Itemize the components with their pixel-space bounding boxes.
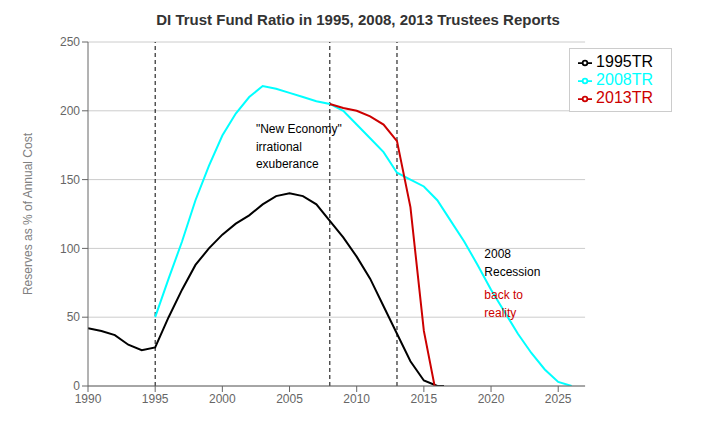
svg-text:back to: back to <box>484 288 523 302</box>
svg-text:2005: 2005 <box>276 392 303 406</box>
svg-text:exuberance: exuberance <box>256 157 319 171</box>
svg-text:2025: 2025 <box>545 392 572 406</box>
svg-text:Reserves as % of Annual Cost: Reserves as % of Annual Cost <box>21 132 35 295</box>
svg-text:1990: 1990 <box>75 392 102 406</box>
svg-text:2010: 2010 <box>343 392 370 406</box>
svg-text:Recession: Recession <box>484 265 540 279</box>
svg-text:2000: 2000 <box>209 392 236 406</box>
svg-text:1995: 1995 <box>142 392 169 406</box>
svg-text:2015: 2015 <box>411 392 438 406</box>
svg-text:0: 0 <box>73 379 80 393</box>
html-text:1995TR: 1995TR <box>596 53 653 70</box>
svg-text:250: 250 <box>60 35 80 49</box>
html-text:2013TR: 2013TR <box>596 89 653 106</box>
svg-text:50: 50 <box>67 310 81 324</box>
svg-text:reality: reality <box>484 306 516 320</box>
svg-text:100: 100 <box>60 242 80 256</box>
svg-text:"New Economy": "New Economy" <box>256 122 342 136</box>
html-text:2008TR: 2008TR <box>596 71 653 88</box>
svg-text:irrational: irrational <box>256 140 302 154</box>
svg-text:2008: 2008 <box>484 247 511 261</box>
svg-text:200: 200 <box>60 104 80 118</box>
html-text:DI Trust Fund Ratio in 1995, 2: DI Trust Fund Ratio in 1995, 2008, 2013 … <box>156 11 560 28</box>
svg-text:2020: 2020 <box>478 392 505 406</box>
svg-text:150: 150 <box>60 173 80 187</box>
